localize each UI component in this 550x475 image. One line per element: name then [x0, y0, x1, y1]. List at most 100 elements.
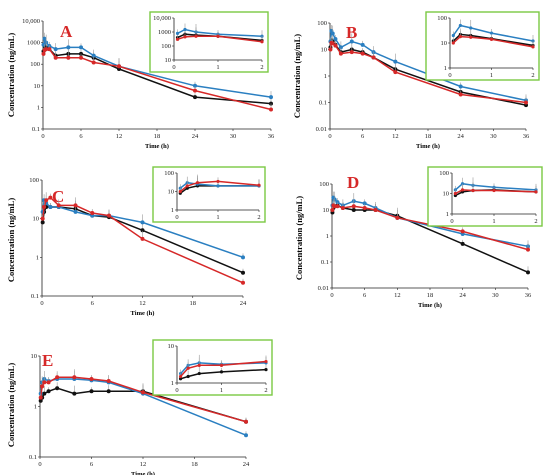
panel-b-y-tick-label: 1 — [324, 73, 327, 80]
panel-c-data-point-red — [44, 198, 49, 203]
panel-c-data-point-blue — [241, 255, 245, 260]
panel-b-data-point-blue — [458, 84, 463, 89]
panel-c-inset-data-point-red — [178, 189, 182, 194]
panel-d-inset-data-point-blue — [460, 182, 465, 186]
panel-b-data-point-red — [330, 41, 335, 46]
panel-b-y-tick-label: 0.01 — [316, 126, 327, 133]
panel-d-label: D — [347, 173, 359, 192]
panel-b-inset-x-tick-label: 2 — [531, 72, 534, 79]
panel-c-y-tick-label: 10 — [33, 216, 40, 223]
panel-e-data-point-red — [38, 395, 43, 400]
panel-e-x-tick-label: 6 — [90, 461, 94, 468]
panel-b-data-point-red — [338, 51, 343, 56]
panel-b-data-point-red — [458, 92, 463, 97]
panel-d-y-tick-label: 1 — [326, 233, 329, 240]
panel-d-data-point-red — [373, 208, 378, 212]
panel-d-y-tick-label: 0.1 — [321, 259, 329, 266]
panel-e-inset-y-tick-label: 10 — [168, 343, 175, 350]
panel-d-y-tick-label: 10 — [323, 207, 330, 214]
panel-c-inset-x-tick-label: 2 — [257, 214, 260, 221]
panel-c-inset-y-tick-label: 1 — [171, 207, 174, 214]
panel-d-x-tick-label: 18 — [427, 292, 434, 299]
panel-d-inset-y-tick-label: 10 — [443, 191, 450, 198]
panel-d-inset-data-point-red — [492, 188, 496, 193]
panel-e-inset-data-point-black — [264, 368, 268, 372]
panel-d-inset-y-tick-label: 1 — [446, 211, 449, 218]
panel-a-inset-data-point-red — [194, 34, 198, 38]
panel-d-x-tick-label: 6 — [363, 292, 367, 299]
panel-b-inset-data-point-red — [531, 45, 535, 49]
panel-d-inset-x-tick-label: 0 — [450, 218, 453, 225]
panel-a-data-point-red — [53, 55, 58, 60]
panel-a-inset-x-tick-label: 1 — [216, 64, 219, 71]
panel-b-inset-data-point-blue — [451, 33, 455, 38]
panel-a-data-point-red — [44, 47, 49, 52]
panel-c-data-point-red — [107, 213, 111, 218]
panel-d-data-point-red — [460, 229, 465, 234]
panel-b-inset-x-tick-label: 1 — [490, 72, 493, 79]
panel-d-data-point-blue — [362, 201, 367, 206]
panel-e-inset-data-point-red — [178, 374, 183, 379]
panel-b-data-point-red — [333, 43, 338, 48]
panel-d-data-point-red — [351, 204, 356, 209]
panel-e-data-point-red — [89, 377, 94, 382]
panel-e-series-line-black — [40, 387, 247, 423]
panel-c-y-axis-title: Concentration (ng/mL) — [6, 198, 16, 282]
panel-c-inset-data-point-red — [216, 179, 220, 184]
panel-a-data-point-blue — [91, 53, 96, 58]
panel-a-inset-data-point-blue — [183, 27, 187, 32]
panel-a-x-tick-label: 6 — [79, 133, 83, 140]
panel-a-data-point-red — [91, 60, 96, 65]
panel-c-data-point-blue — [140, 220, 145, 225]
panel-a-data-point-red — [47, 47, 52, 52]
panel-e-x-tick-label: 18 — [191, 461, 198, 468]
panel-d-inset-data-point-red — [460, 188, 465, 192]
panel-c-data-point-red — [90, 211, 95, 216]
panel-a-inset-y-tick-label: 1000 — [158, 29, 171, 36]
panel-b-x-tick-label: 18 — [425, 133, 432, 140]
panel-c-inset-x-tick-label: 1 — [216, 214, 219, 221]
panel-b-inset-y-tick-label: 10 — [441, 40, 448, 47]
panel-a-x-tick-label: 12 — [116, 133, 123, 140]
panel-a-label: A — [60, 22, 73, 41]
panel-a-data-point-red — [66, 55, 71, 60]
panel-a-x-tick-label: 18 — [154, 133, 161, 140]
panel-b-inset-y-tick-label: 100 — [437, 15, 447, 22]
panel-c-inset-y-tick-label: 100 — [164, 170, 174, 177]
panel-a-inset-data-point-red — [260, 40, 264, 44]
panel-a-data-point-red — [41, 51, 46, 56]
panel-d-inset-x-tick-label: 1 — [492, 218, 495, 225]
panel-b-x-tick-label: 36 — [523, 133, 530, 140]
panel-b-data-point-blue — [338, 45, 343, 50]
panel-b-inset-data-point-blue — [458, 23, 462, 28]
panel-e-x-tick-label: 12 — [140, 461, 147, 468]
panel-a-y-tick-label: 1 — [37, 104, 40, 111]
panel-c-x-tick-label: 0 — [40, 300, 43, 307]
panel-c-x-tick-label: 12 — [139, 300, 146, 307]
panel-d-data-point-red — [330, 208, 335, 212]
panel-c-x-axis-title: Time (h) — [131, 310, 155, 317]
panel-a-data-point-red — [269, 107, 273, 112]
panel-b-y-tick-label: 10 — [321, 47, 328, 54]
panel-c-y-tick-label: 1 — [36, 254, 39, 261]
panel-a-inset-y-tick-label: 10,000 — [153, 15, 171, 22]
panel-d-inset-y-tick-label: 100 — [439, 170, 449, 177]
panel-e-x-tick-label: 0 — [38, 461, 41, 468]
panel-a-y-axis-title: Concentration (ng/mL) — [6, 33, 16, 117]
panel-c-inset-y-tick-label: 10 — [168, 189, 175, 196]
panel-c-data-point-black — [40, 220, 45, 225]
panel-e-x-axis-title: Time (h) — [131, 471, 155, 475]
panel-a-y-tick-label: 10,000 — [22, 18, 40, 25]
panel-d-x-tick-label: 30 — [492, 292, 499, 299]
panel-b-label: B — [346, 23, 357, 42]
panel-b-x-tick-label: 30 — [490, 133, 497, 140]
panel-d-inset-data-point-red — [471, 188, 475, 193]
panel-b-y-tick-label: 0.1 — [319, 100, 327, 107]
panel-d-x-tick-label: 36 — [525, 292, 532, 299]
panel-a-data-point-blue — [79, 45, 83, 50]
panel-e-inset-y-tick-label: 1 — [171, 380, 174, 387]
